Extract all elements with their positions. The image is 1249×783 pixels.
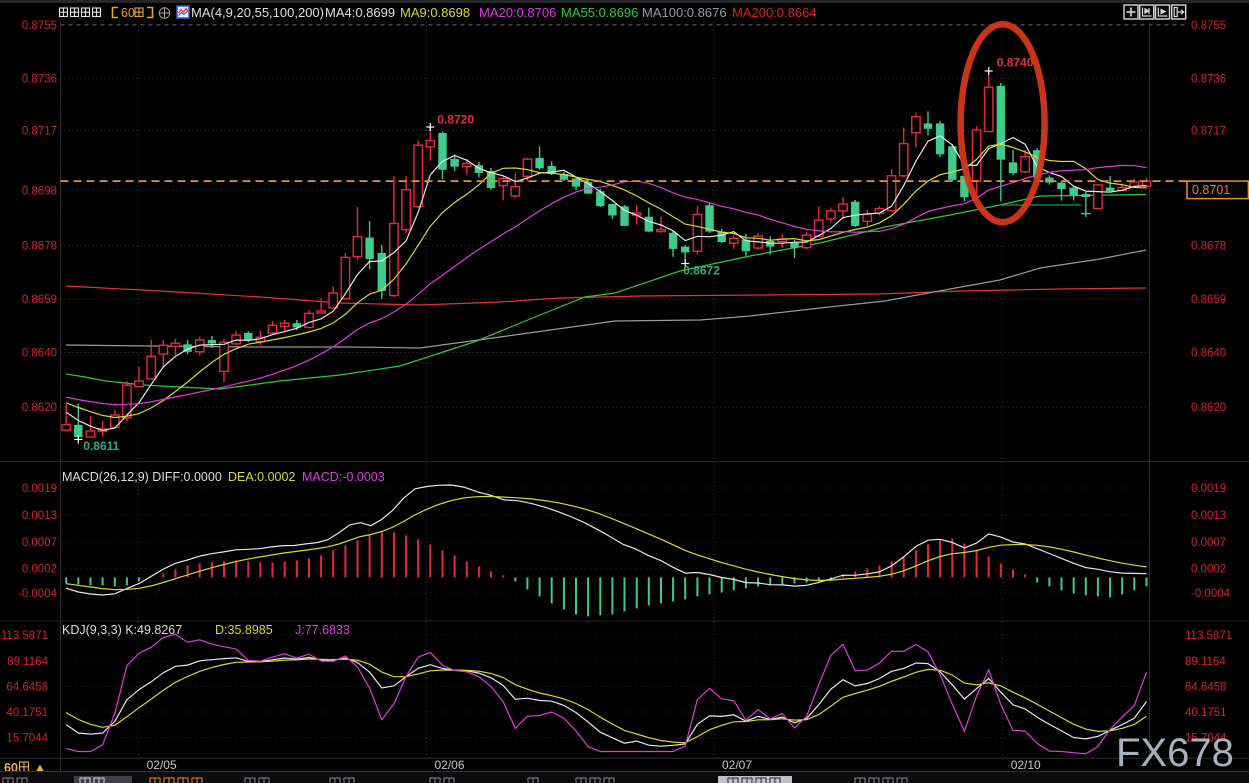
svg-text:0.8678: 0.8678 [22,241,57,253]
svg-text:0.0002: 0.0002 [1191,564,1226,576]
svg-text:MA4:0.8699: MA4:0.8699 [325,5,395,20]
svg-text:40.1751: 40.1751 [6,707,48,719]
svg-text:113.5871: 113.5871 [1185,630,1232,642]
svg-text:60: 60 [121,6,135,20]
svg-text:113.5871: 113.5871 [1,630,48,642]
svg-text:0.8736: 0.8736 [22,74,57,86]
svg-text:-0.0004: -0.0004 [1191,588,1231,600]
svg-text:KDJ(9,3,3) K:49.8267: KDJ(9,3,3) K:49.8267 [62,623,182,637]
svg-text:0.8717: 0.8717 [22,125,57,137]
svg-text:0.8678: 0.8678 [1191,241,1226,253]
svg-text:0.0007: 0.0007 [22,537,57,549]
svg-text:64.6458: 64.6458 [1185,682,1227,694]
svg-text:D:35.8985: D:35.8985 [215,623,273,637]
svg-text:0.8672: 0.8672 [683,264,720,278]
svg-text:MA200:0.8664: MA200:0.8664 [732,5,817,20]
svg-text:0.8620: 0.8620 [22,402,57,414]
svg-text:0.8736: 0.8736 [1191,74,1226,86]
svg-text:0.0013: 0.0013 [22,510,57,522]
svg-text:-0.0004: -0.0004 [18,588,58,600]
svg-text:0.8659: 0.8659 [1191,294,1226,306]
svg-text:0.8755: 0.8755 [1191,20,1226,32]
svg-text:0.8701: 0.8701 [1192,183,1230,197]
svg-text:FX678: FX678 [1116,731,1234,775]
svg-text:0.0019: 0.0019 [22,483,57,495]
svg-text:15.7044: 15.7044 [6,733,48,745]
svg-text:MA(4,9,20,55,100,200): MA(4,9,20,55,100,200) [191,5,324,20]
svg-text:02/06: 02/06 [435,758,465,772]
svg-text:89.1164: 89.1164 [1185,656,1226,668]
svg-text:15.7044: 15.7044 [1185,733,1227,745]
svg-text:40.1751: 40.1751 [1185,707,1227,719]
svg-text:0.8755: 0.8755 [22,20,57,32]
svg-text:0.0019: 0.0019 [1191,483,1226,495]
svg-text:0.8640: 0.8640 [1191,348,1226,360]
svg-text:J:77.6833: J:77.6833 [295,623,350,637]
svg-text:0.8717: 0.8717 [1191,125,1226,137]
svg-text:MACD:-0.0003: MACD:-0.0003 [302,470,385,484]
svg-text:MACD(26,12,9) DIFF:0.0000: MACD(26,12,9) DIFF:0.0000 [62,470,222,484]
svg-text:DEA:0.0002: DEA:0.0002 [228,470,295,484]
svg-text:02/07: 02/07 [722,758,752,772]
svg-text:0.0007: 0.0007 [1191,537,1226,549]
svg-text:0.8720: 0.8720 [437,112,474,126]
svg-text:MA55:0.8696: MA55:0.8696 [561,5,638,20]
svg-text:0.8611: 0.8611 [83,439,119,453]
svg-text:89.1164: 89.1164 [7,656,48,668]
svg-text:MA100:0.8676: MA100:0.8676 [642,5,727,20]
svg-text:64.6458: 64.6458 [6,682,48,694]
svg-text:0.0002: 0.0002 [22,564,57,576]
svg-text:MA20:0.8706: MA20:0.8706 [479,5,556,20]
svg-text:02/05: 02/05 [147,758,177,772]
svg-text:0.8659: 0.8659 [22,294,57,306]
svg-text:02/10: 02/10 [1011,758,1041,772]
svg-text:0.8740: 0.8740 [997,56,1034,70]
svg-text:0.8620: 0.8620 [1191,402,1226,414]
svg-text:0.8698: 0.8698 [22,185,57,197]
svg-text:MA9:0.8698: MA9:0.8698 [400,5,470,20]
svg-text:0.0013: 0.0013 [1191,510,1226,522]
svg-text:0.8640: 0.8640 [22,348,57,360]
